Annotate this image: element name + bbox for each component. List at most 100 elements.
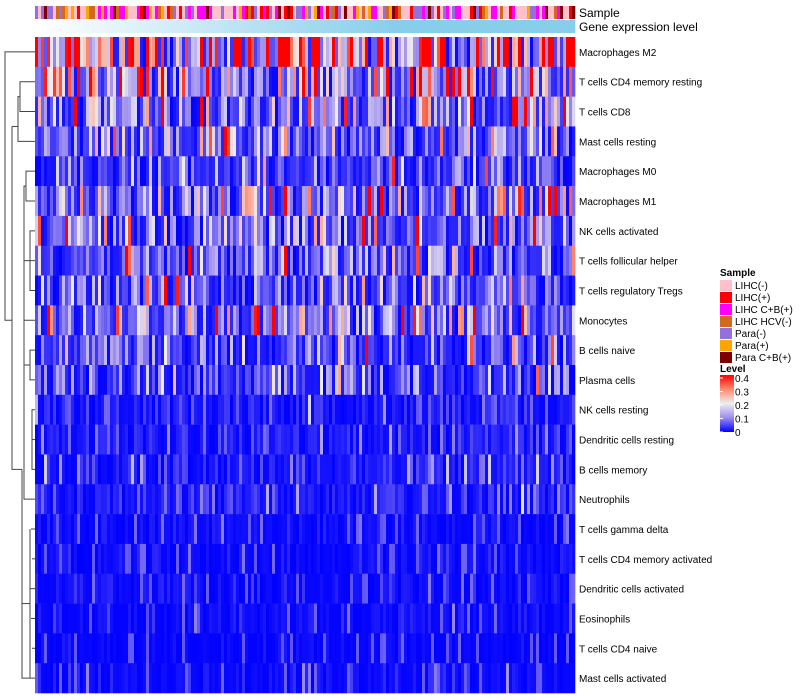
sample-annotation-cell <box>119 6 123 19</box>
heatmap-cell <box>158 663 162 694</box>
heatmap-cell <box>116 663 120 694</box>
gene-expression-annotation-cell <box>266 20 270 33</box>
heatmap-cell <box>488 424 492 455</box>
heatmap-cell <box>518 37 522 68</box>
heatmap-cell <box>497 156 501 187</box>
heatmap-cell <box>497 484 501 515</box>
heatmap-cell <box>464 215 468 247</box>
heatmap-cell <box>530 424 534 455</box>
heatmap-cell <box>182 484 186 515</box>
heatmap-cell <box>260 275 264 306</box>
heatmap-cell <box>356 603 360 634</box>
heatmap-cell <box>266 215 270 247</box>
heatmap-cell <box>464 37 468 68</box>
heatmap-cell <box>299 454 303 485</box>
heatmap-cell <box>287 37 291 68</box>
heatmap-cell <box>110 156 114 187</box>
heatmap-cell <box>152 66 156 97</box>
heatmap-cell <box>227 424 231 455</box>
heatmap-cell <box>497 394 501 425</box>
heatmap-cell <box>62 454 66 485</box>
heatmap-cell <box>257 365 261 396</box>
heatmap-row <box>35 633 576 664</box>
heatmap-cell <box>443 215 447 247</box>
heatmap-cell <box>68 335 72 366</box>
heatmap-cell <box>131 96 135 127</box>
heatmap-cell <box>545 66 549 97</box>
heatmap-cell <box>143 156 147 187</box>
heatmap-cell <box>554 126 558 157</box>
heatmap-cell <box>350 126 354 157</box>
heatmap-cell <box>335 305 339 336</box>
heatmap-cell <box>479 37 483 68</box>
heatmap-cell <box>374 394 378 425</box>
heatmap-cell <box>530 633 534 664</box>
heatmap-cell <box>446 365 450 396</box>
heatmap-cell <box>524 335 528 366</box>
heatmap-cell <box>80 335 84 366</box>
heatmap-cell <box>482 37 486 68</box>
heatmap-cell <box>266 424 270 455</box>
heatmap-cell <box>125 514 129 545</box>
heatmap-cell <box>338 126 342 157</box>
heatmap-cell <box>398 186 402 217</box>
heatmap-cell <box>386 215 390 247</box>
heatmap-cell <box>446 663 450 694</box>
sample-annotation-cell <box>518 6 522 19</box>
heatmap-cell <box>68 305 72 336</box>
heatmap-cell <box>527 126 531 157</box>
heatmap-cell <box>437 633 441 664</box>
heatmap-cell <box>572 245 576 276</box>
heatmap-cell <box>95 305 99 336</box>
heatmap-cell <box>92 215 96 247</box>
gene-expression-annotation-cell <box>365 20 369 33</box>
sample-annotation-cell <box>431 6 435 19</box>
heatmap-cell <box>419 484 423 515</box>
gene-expression-annotation-cell <box>77 20 81 33</box>
heatmap-cell <box>473 573 477 604</box>
heatmap-cell <box>308 484 312 515</box>
heatmap-cell <box>281 66 285 97</box>
heatmap-cell <box>71 275 75 306</box>
heatmap-cell <box>65 573 69 604</box>
heatmap-cell <box>494 484 498 515</box>
heatmap-cell <box>56 543 60 575</box>
heatmap-cell <box>554 514 558 545</box>
heatmap-cell <box>107 543 111 575</box>
heatmap-cell <box>95 633 99 664</box>
heatmap-cell <box>518 126 522 157</box>
heatmap-cell <box>149 126 153 157</box>
heatmap-cell <box>488 186 492 217</box>
heatmap-cell <box>302 126 306 157</box>
heatmap-cell <box>167 245 171 276</box>
heatmap-cell <box>116 275 120 306</box>
heatmap-cell <box>320 186 324 217</box>
heatmap-cell <box>350 275 354 306</box>
heatmap-cell <box>440 215 444 247</box>
heatmap-cell <box>77 573 81 604</box>
heatmap-cell <box>509 245 513 276</box>
heatmap-cell <box>212 245 216 276</box>
heatmap-cell <box>125 335 129 366</box>
heatmap-cell <box>326 663 330 694</box>
heatmap-cell <box>35 603 39 634</box>
heatmap-cell <box>506 484 510 515</box>
heatmap-cell <box>41 394 45 425</box>
heatmap-cell <box>287 394 291 425</box>
heatmap-cell <box>212 275 216 306</box>
heatmap-cell <box>569 663 573 694</box>
heatmap-cell <box>80 394 84 425</box>
sample-annotation-cell <box>287 6 291 19</box>
heatmap-cell <box>101 245 105 276</box>
heatmap-cell <box>428 484 432 515</box>
heatmap-cell <box>479 335 483 366</box>
heatmap-cell <box>359 663 363 694</box>
heatmap-cell <box>521 245 525 276</box>
heatmap-cell <box>95 543 99 575</box>
heatmap-cell <box>476 633 480 664</box>
heatmap-cell <box>491 126 495 157</box>
heatmap-cell <box>242 66 246 97</box>
heatmap-cell <box>101 573 105 604</box>
heatmap-cell <box>446 484 450 515</box>
heatmap-cell <box>464 424 468 455</box>
